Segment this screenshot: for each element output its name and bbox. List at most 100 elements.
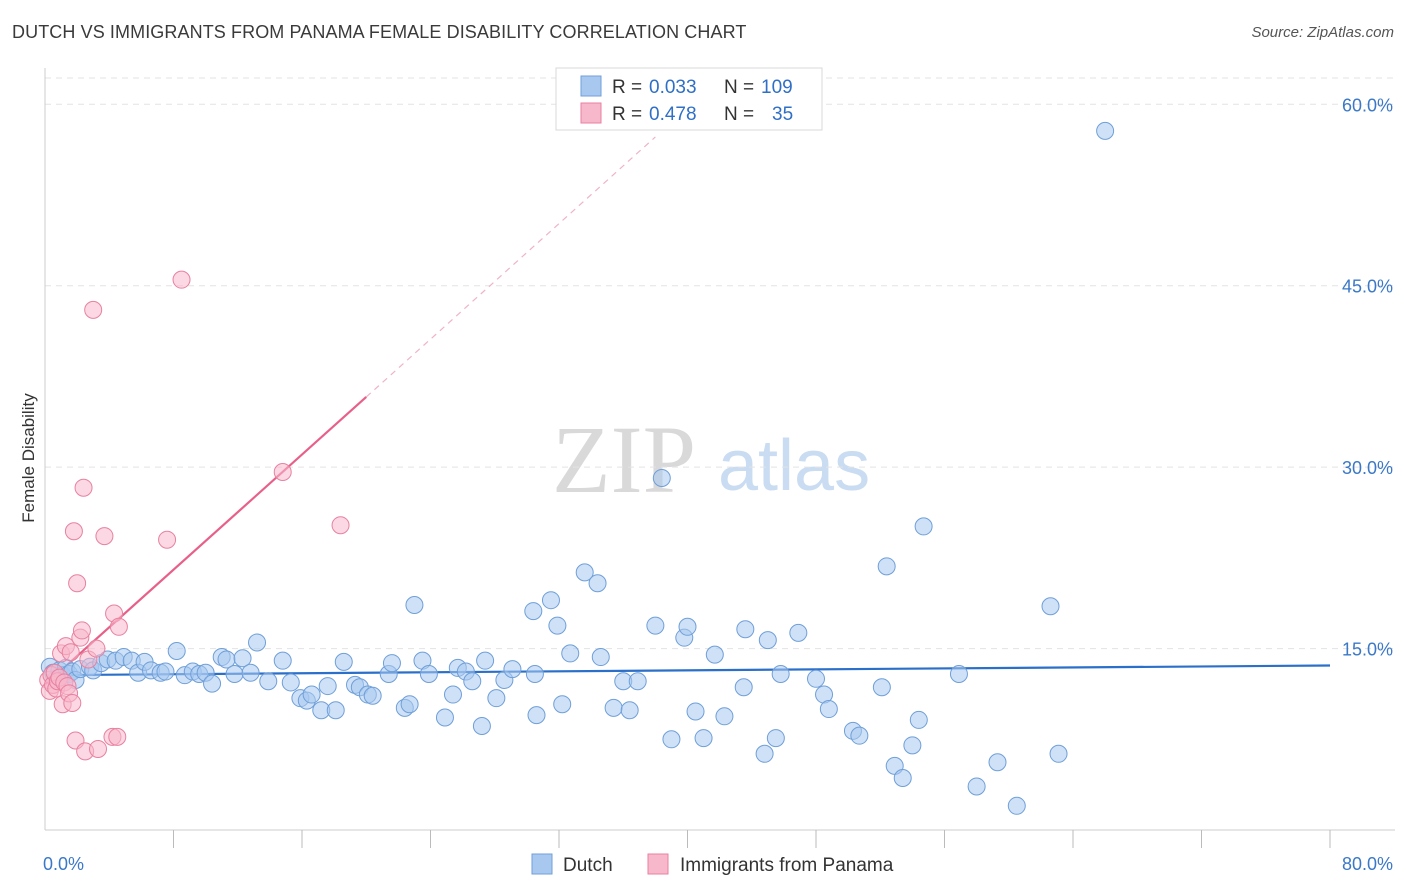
dutch-points bbox=[40, 121, 1115, 815]
dutch-point bbox=[678, 617, 697, 636]
dutch-point bbox=[591, 648, 610, 667]
panama-point bbox=[108, 727, 127, 746]
bottom-legend-dutch-swatch bbox=[531, 853, 553, 875]
dutch-point bbox=[233, 649, 252, 668]
bottom-legend-dutch-label: Dutch bbox=[563, 855, 613, 876]
panama-point bbox=[87, 639, 106, 658]
dutch-point bbox=[487, 689, 506, 708]
dutch-point bbox=[302, 685, 321, 704]
y-tick-label: 15.0% bbox=[1342, 640, 1393, 660]
legend-dutch-r-label: R = bbox=[612, 77, 642, 98]
dutch-point bbox=[646, 616, 665, 635]
dutch-point bbox=[259, 672, 278, 691]
bottom-legend-panama-label: Immigrants from Panama bbox=[680, 855, 894, 876]
dutch-point bbox=[686, 702, 705, 721]
dutch-point bbox=[476, 651, 495, 670]
dutch-point bbox=[628, 672, 647, 691]
dutch-point bbox=[524, 602, 543, 621]
panama-point bbox=[109, 617, 128, 636]
dutch-point bbox=[967, 777, 986, 796]
dutch-point bbox=[167, 641, 186, 660]
dutch-point bbox=[553, 695, 572, 714]
legend-dutch-r-value: 0.033 bbox=[649, 77, 697, 98]
dutch-point bbox=[705, 645, 724, 664]
grid-lines bbox=[45, 77, 1395, 650]
dutch-point bbox=[734, 678, 753, 697]
dutch-point bbox=[548, 616, 567, 635]
dutch-point bbox=[877, 557, 896, 576]
dutch-point bbox=[156, 662, 175, 681]
y-tick-labels: 15.0% 30.0% 45.0% 60.0% bbox=[1342, 95, 1393, 659]
dutch-point bbox=[893, 768, 912, 787]
dutch-point bbox=[662, 730, 681, 749]
dutch-point bbox=[949, 664, 968, 683]
dutch-point bbox=[850, 726, 869, 745]
dutch-point bbox=[914, 517, 933, 536]
dutch-point bbox=[400, 695, 419, 714]
dutch-point bbox=[715, 707, 734, 726]
dutch-point bbox=[382, 654, 401, 673]
chart-title: DUTCH VS IMMIGRANTS FROM PANAMA FEMALE D… bbox=[12, 22, 747, 42]
panama-point bbox=[331, 516, 350, 535]
dutch-point bbox=[541, 591, 560, 610]
panama-point bbox=[158, 530, 177, 549]
dutch-point bbox=[909, 710, 928, 729]
legend-dutch-n-value: 109 bbox=[761, 77, 793, 98]
bottom-legend-panama-swatch bbox=[647, 853, 669, 875]
legend-top: R = 0.033 N = 109 R = 0.478 N = 35 bbox=[555, 67, 823, 131]
dutch-point bbox=[248, 633, 267, 652]
dutch-point bbox=[503, 660, 522, 679]
panama-point bbox=[68, 574, 87, 593]
dutch-point bbox=[604, 698, 623, 717]
dutch-point bbox=[225, 664, 244, 683]
dutch-point bbox=[1041, 597, 1060, 616]
watermark-zip: ZIP bbox=[552, 406, 696, 513]
dutch-point bbox=[771, 664, 790, 683]
watermark-atlas: atlas bbox=[718, 426, 870, 506]
panama-point bbox=[84, 300, 103, 319]
legend-panama-n-value: 35 bbox=[772, 104, 793, 125]
legend-dutch-swatch bbox=[580, 75, 602, 97]
dutch-point bbox=[273, 651, 292, 670]
dutch-point bbox=[652, 469, 671, 488]
panama-point bbox=[74, 478, 93, 497]
dutch-point bbox=[766, 729, 785, 748]
x-tick-labels: 0.0% 80.0% bbox=[43, 854, 1393, 874]
dutch-point bbox=[694, 729, 713, 748]
panama-point bbox=[63, 694, 82, 712]
dutch-point bbox=[463, 672, 482, 691]
panama-trend-solid bbox=[44, 396, 367, 686]
axes bbox=[44, 68, 1395, 848]
dutch-point bbox=[419, 664, 438, 683]
dutch-point bbox=[334, 652, 353, 671]
legend-panama-n-label: N = bbox=[724, 104, 754, 125]
panama-points bbox=[39, 270, 350, 761]
legend-bottom: Dutch Immigrants from Panama bbox=[531, 853, 894, 876]
dutch-point bbox=[561, 644, 580, 663]
panama-trend-extension bbox=[365, 136, 656, 398]
dutch-point bbox=[318, 677, 337, 696]
x-tick-label: 80.0% bbox=[1342, 854, 1393, 874]
dutch-point bbox=[789, 623, 808, 642]
panama-point bbox=[64, 522, 83, 541]
panama-trend-line bbox=[44, 136, 656, 686]
x-tick-label: 0.0% bbox=[43, 854, 84, 874]
dutch-point bbox=[281, 673, 300, 692]
dutch-point bbox=[363, 686, 382, 705]
dutch-point bbox=[405, 596, 424, 615]
panama-point bbox=[273, 462, 292, 481]
dutch-point bbox=[903, 736, 922, 755]
dutch-point bbox=[819, 700, 838, 719]
legend-dutch-n-label: N = bbox=[724, 77, 754, 98]
dutch-point bbox=[241, 663, 260, 682]
dutch-point bbox=[755, 744, 774, 763]
dutch-point bbox=[435, 708, 454, 727]
panama-point bbox=[61, 643, 80, 662]
dutch-point bbox=[575, 563, 594, 582]
dutch-point bbox=[588, 574, 607, 593]
y-tick-label: 60.0% bbox=[1342, 95, 1393, 115]
dutch-point bbox=[326, 701, 345, 720]
y-tick-label: 30.0% bbox=[1342, 458, 1393, 478]
dutch-point bbox=[872, 678, 891, 697]
